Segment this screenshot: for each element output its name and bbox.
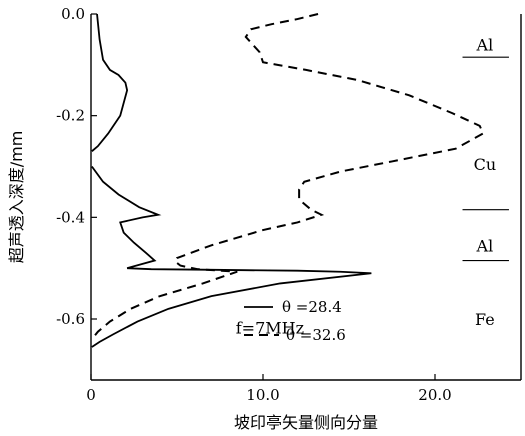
x-tick-label: 10.0 [246,386,279,404]
y-ticks: 0.0 -0.2 -0.4 -0.6 [56,5,97,328]
series [91,13,485,348]
x-axis-title: 坡印亭矢量侧向分量 [234,413,378,432]
y-tick-label: -0.6 [56,310,85,328]
legend: θ =28.4 θ =32.6 [244,298,346,344]
x-ticks: 0 10.0 20.0 [86,374,452,404]
y-tick-label: 0.0 [61,5,85,23]
series-2-line [91,13,485,340]
annotation-label: Al [476,36,494,55]
legend-label-solid: θ =28.4 [282,298,342,316]
x-tick-label: 20.0 [418,386,451,404]
series-1-line [91,13,372,348]
y-tick-label: -0.4 [56,208,85,226]
layer-boundaries [462,56,509,262]
legend-label-dashed: θ =32.6 [286,326,346,344]
annotation-label: f=7MHz [236,319,304,338]
y-tick-label: -0.2 [56,107,85,125]
x-tick-label: 0 [86,386,96,404]
y-axis-title: 超声透入深度/mm [7,131,26,264]
annotation-label: Al [476,236,494,255]
annotation-label: Cu [474,155,497,174]
annotation-label: Fe [475,310,495,329]
annotations: Al Cu Al Fe f=7MHz [236,36,496,338]
